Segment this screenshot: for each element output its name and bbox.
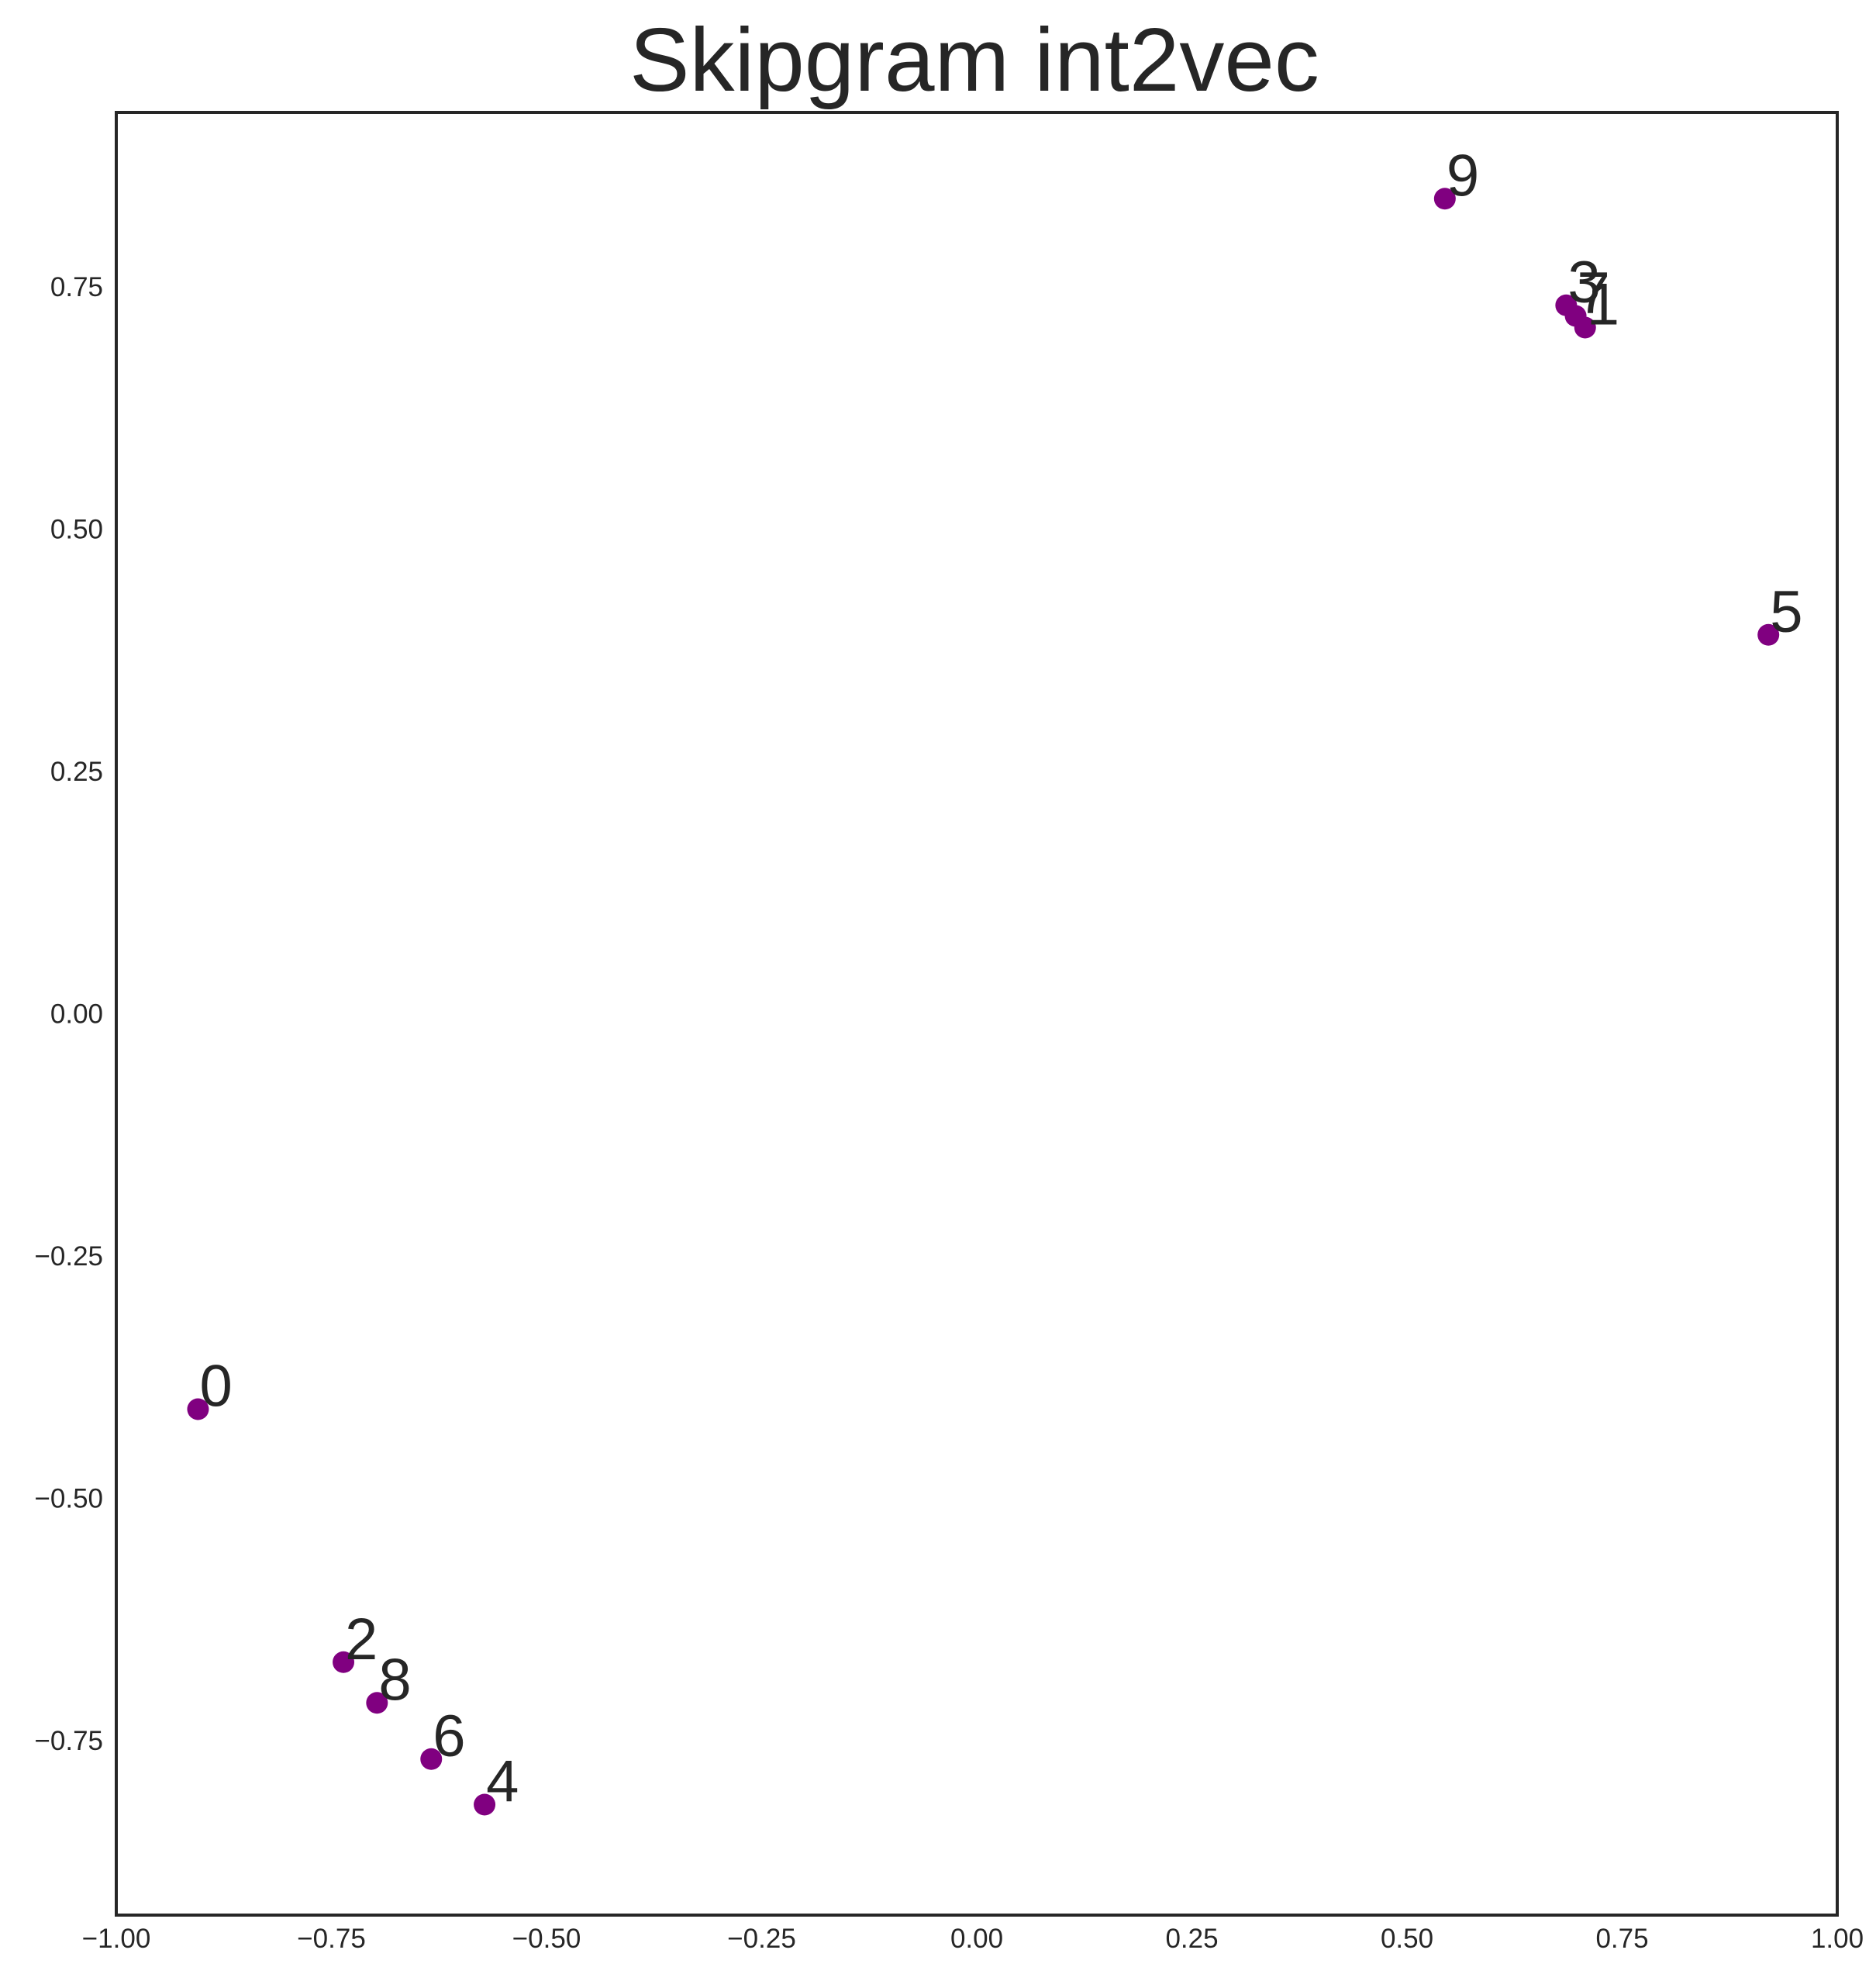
data-point — [366, 1692, 388, 1714]
y-tick-label: 0.50 — [50, 515, 103, 545]
x-tick-label: 0.25 — [1165, 1924, 1218, 1954]
data-point — [1564, 305, 1587, 327]
data-point — [1433, 188, 1456, 210]
x-tick-label: 1.00 — [1811, 1924, 1864, 1954]
y-tick-label: −0.75 — [34, 1726, 103, 1756]
data-point-label: 5 — [1770, 579, 1802, 645]
data-point — [333, 1651, 355, 1673]
y-tick-label: 0.00 — [50, 999, 103, 1030]
y-tick-label: −0.25 — [34, 1241, 103, 1272]
data-point-label: 1 — [1587, 272, 1619, 338]
plot-area-frame — [115, 111, 1839, 1917]
y-tick-label: −0.50 — [34, 1484, 103, 1514]
chart-title: Skipgram int2vec — [629, 9, 1319, 110]
data-point — [187, 1398, 209, 1420]
y-tick-label: 0.25 — [50, 757, 103, 787]
data-point — [474, 1793, 496, 1816]
x-tick-label: −0.75 — [297, 1924, 366, 1954]
data-point — [420, 1748, 443, 1770]
data-point-label: 7 — [1578, 261, 1610, 326]
data-point-labels: 0 1 2 3 4 5 6 7 8 9 — [199, 143, 1802, 1814]
x-tick-label: −1.00 — [82, 1924, 151, 1954]
data-points — [187, 188, 1780, 1816]
x-tick-label: −0.50 — [512, 1924, 581, 1954]
y-axis-ticks: −0.75 −0.50 −0.25 0.00 0.25 0.50 0.75 — [34, 272, 103, 1756]
data-point-label: 4 — [486, 1749, 519, 1815]
x-axis-ticks: −1.00 −0.75 −0.50 −0.25 0.00 0.25 0.50 0.75 1.00 — [82, 1924, 1864, 1954]
x-tick-label: 0.00 — [950, 1924, 1003, 1954]
data-point-label: 6 — [433, 1703, 465, 1769]
data-point — [1757, 623, 1780, 646]
x-tick-label: 0.75 — [1595, 1924, 1648, 1954]
x-tick-label: 0.50 — [1381, 1924, 1433, 1954]
x-tick-label: −0.25 — [727, 1924, 796, 1954]
data-point-label: 8 — [378, 1647, 411, 1713]
data-point-label: 0 — [199, 1354, 232, 1420]
data-point-label: 2 — [345, 1607, 378, 1672]
data-point-label: 3 — [1567, 250, 1600, 316]
y-tick-label: 0.75 — [50, 272, 103, 302]
data-point-label: 9 — [1447, 143, 1479, 209]
